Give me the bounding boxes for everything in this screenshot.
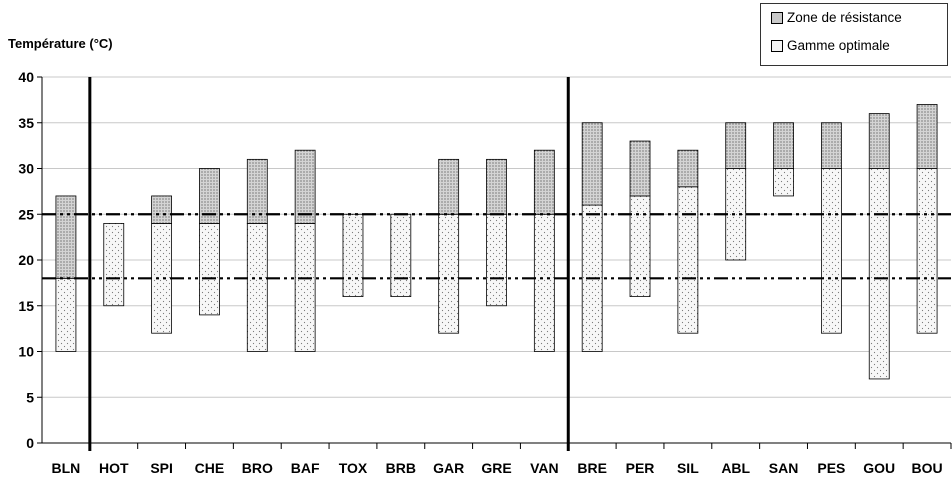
bar-resistance-spi [151,195,173,224]
y-tick-label-5: 5 [26,389,34,405]
bar-resistance-bou [916,104,938,169]
x-tick-label-bre: BRE [577,460,607,476]
y-tick-label-20: 20 [18,252,34,268]
bar-optimal-bln [55,277,77,352]
x-tick-label-baf: BAF [291,460,320,476]
bar-resistance-baf [294,149,316,224]
bar-optimal-per [629,195,651,297]
tick-labels: 0 5 10 15 20 25 30 35 40 BLN HOT SPI CHE BRO BAF TOX BRB… [18,69,942,476]
bar-optimal-sil [677,186,699,334]
y-tick-label-30: 30 [18,161,34,177]
y-tick-label-25: 25 [18,206,34,222]
bar-optimal-gre [486,213,507,307]
bar-resistance-bro [246,158,268,224]
x-tick-label-per: PER [626,460,655,476]
bar-optimal-hot [103,222,125,307]
x-tick-label-abl: ABL [721,460,750,476]
bar-resistance-per [629,140,651,197]
x-tick-label-tox: TOX [339,460,368,476]
legend-label-optimal: Gamme optimale [787,38,890,53]
x-tick-label-gar: GAR [433,460,464,476]
bar-resistance-gar [438,158,460,215]
x-tick-label-che: CHE [195,460,225,476]
bar-resistance-pes [820,122,842,169]
x-tick-label-pes: PES [817,460,845,476]
bar-resistance-bre [581,122,603,206]
x-tick-label-spi: SPI [150,460,173,476]
bar-optimal-san [773,168,794,197]
x-tick-label-bro: BRO [242,460,273,476]
bar-optimal-pes [820,168,842,334]
group-separators [88,77,570,451]
x-tick-label-sil: SIL [677,460,699,476]
x-tick-label-gre: GRE [481,460,511,476]
bar-resistance-che [199,168,220,224]
x-tick-label-gou: GOU [863,460,895,476]
bar-optimal-bou [916,168,938,334]
bar-optimal-gar [438,213,460,334]
bar-optimal-baf [294,222,316,352]
y-tick-label-35: 35 [18,115,34,131]
bar-resistance-sil [677,149,699,188]
x-tick-label-san: SAN [769,460,799,476]
reference-lines [42,213,951,280]
x-tick-label-van: VAN [530,460,559,476]
bar-optimal-van [533,213,555,352]
bar-optimal-tox [342,213,364,297]
bar-resistance-san [773,122,794,169]
bar-resistance-van [533,149,555,215]
bar-optimal-gou [868,168,890,380]
bar-resistance-bln [55,195,77,279]
x-tick-label-brb: BRB [386,460,416,476]
bar-optimal-spi [151,222,173,334]
bar-resistance-abl [725,122,747,169]
x-tick-label-bou: BOU [912,460,943,476]
bar-resistance-gre [486,158,507,215]
bar-optimal-abl [725,168,747,261]
x-tick-label-hot: HOT [99,460,129,476]
bar-optimal-bro [246,222,268,352]
bar-optimal-brb [390,213,412,297]
bars [55,104,938,380]
bar-optimal-che [199,222,220,316]
x-tick-label-bln: BLN [52,460,81,476]
y-tick-label-10: 10 [18,344,34,360]
legend-label-resistance: Zone de résistance [787,10,902,25]
bar-resistance-gou [868,113,890,169]
y-tick-label-0: 0 [26,435,34,451]
y-axis-title: Température (°C) [8,36,113,51]
legend-item-resistance: Zone de résistance [771,10,902,25]
legend-swatch-optimal [771,39,783,52]
legend: Zone de résistance Gamme optimale [760,3,948,66]
y-tick-label-40: 40 [18,69,34,85]
legend-swatch-resistance [771,11,783,24]
axes [37,76,952,449]
grid-lines [42,76,951,398]
y-tick-label-15: 15 [18,298,34,314]
legend-item-optimal: Gamme optimale [771,38,890,53]
